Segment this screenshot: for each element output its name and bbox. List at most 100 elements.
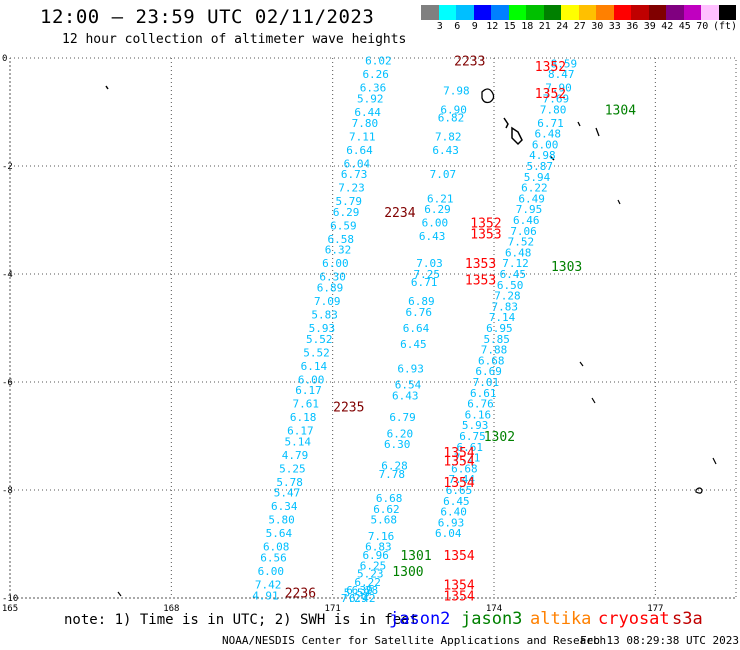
legend-swatch bbox=[543, 5, 561, 20]
swh-value: 6.49 bbox=[518, 192, 545, 205]
swh-value: 5.64 bbox=[266, 527, 293, 540]
swh-value: 6.44 bbox=[354, 106, 381, 119]
x-tick-label: 165 bbox=[2, 604, 18, 614]
swh-value: 6.18 bbox=[290, 411, 317, 424]
legend-tick-label: 3 bbox=[436, 21, 443, 32]
swh-value: 5.79 bbox=[336, 195, 363, 208]
swh-value: 6.65 bbox=[446, 484, 473, 497]
swh-value: 6.61 bbox=[457, 441, 484, 454]
swh-value: 5.14 bbox=[284, 435, 311, 448]
swh-value: 6.62 bbox=[373, 503, 400, 516]
satellite-legend-s3a: s3a bbox=[672, 609, 703, 629]
swh-value: 6.61 bbox=[470, 387, 497, 400]
swh-value: 7.16 bbox=[368, 530, 395, 543]
legend-unit-label: (ft) bbox=[712, 21, 738, 32]
swh-value: 5.83 bbox=[311, 309, 338, 322]
pass-time-label: 2236 bbox=[285, 587, 316, 602]
swh-value: 6.02 bbox=[365, 55, 392, 68]
island-outline bbox=[577, 121, 581, 127]
swh-value: 6.46 bbox=[513, 214, 540, 227]
legend-tick-label: 45 bbox=[678, 21, 691, 32]
x-tick-label: 171 bbox=[325, 604, 341, 614]
swh-value: 6.71 bbox=[537, 117, 564, 130]
y-tick-label: -10 bbox=[2, 594, 18, 604]
legend-tick-label: 24 bbox=[556, 21, 569, 32]
swh-value: 6.96 bbox=[362, 549, 389, 562]
swh-value: 6.20 bbox=[387, 427, 414, 440]
swh-value: 6.40 bbox=[440, 506, 467, 519]
swh-value: 6.04 bbox=[435, 527, 462, 540]
swh-value: 6.28 bbox=[381, 460, 408, 473]
legend-swatch bbox=[666, 5, 684, 20]
legend-tick-label: 42 bbox=[661, 21, 674, 32]
swh-value: 6.76 bbox=[405, 306, 432, 319]
swh-value: 6.25 bbox=[360, 560, 387, 573]
pass-time-label: 1354 bbox=[443, 454, 474, 469]
map-grid bbox=[9, 57, 737, 599]
swh-value: 4.79 bbox=[282, 449, 309, 462]
pass-time-label: 1352 bbox=[535, 87, 566, 102]
credit-line: NOAA/NESDIS Center for Satellite Applica… bbox=[222, 634, 607, 647]
swh-value: 5.80 bbox=[268, 514, 295, 527]
swh-value: 6.58 bbox=[327, 233, 354, 246]
swh-value: 7.29 bbox=[341, 592, 368, 605]
legend-swatch bbox=[596, 5, 614, 20]
footer-note: note: 1) Time is in UTC; 2) SWH is in fe… bbox=[64, 612, 419, 628]
swh-value: 7.12 bbox=[502, 257, 529, 270]
swh-value: 6.95 bbox=[486, 322, 513, 335]
swh-value: 7.83 bbox=[492, 300, 519, 313]
pass-time-label: 1354 bbox=[443, 549, 474, 564]
legend-tick-label: 6 bbox=[454, 21, 461, 32]
color-legend-labels: 3 6 9 12 15 18 21 24 27 30 33 36 39 42 45 70 (ft) bbox=[421, 21, 738, 35]
legend-swatch bbox=[526, 5, 544, 20]
pass-time-label: 1353 bbox=[465, 257, 496, 272]
island-outline bbox=[105, 85, 109, 90]
swh-value: 5.52 bbox=[303, 346, 330, 359]
swh-value: 5.87 bbox=[526, 160, 553, 173]
island-outline bbox=[511, 126, 523, 146]
island-outline bbox=[595, 127, 600, 137]
swh-value: 6.00 bbox=[532, 138, 559, 151]
swh-value: 4.98 bbox=[529, 149, 556, 162]
swh-value: 6.64 bbox=[346, 144, 373, 157]
legend-swatch bbox=[613, 5, 631, 20]
swh-value: 6.76 bbox=[467, 398, 494, 411]
legend-swatch bbox=[508, 5, 526, 20]
swh-value: 7.23 bbox=[338, 182, 365, 195]
swh-value: 6.04 bbox=[344, 157, 371, 170]
swh-value: 6.22 bbox=[521, 182, 548, 195]
swh-value: 7.09 bbox=[314, 295, 341, 308]
legend-swatch bbox=[456, 5, 474, 20]
swh-value: 6.89 bbox=[317, 282, 344, 295]
y-tick-label: -4 bbox=[2, 270, 13, 280]
legend-tick-label: 21 bbox=[538, 21, 551, 32]
swh-value: 5.93 bbox=[462, 419, 489, 432]
swh-value: 6.22 bbox=[354, 576, 381, 589]
swh-value: 6.30 bbox=[319, 271, 346, 284]
legend-swatch bbox=[631, 5, 649, 20]
swh-value: 6.68 bbox=[376, 492, 403, 505]
swh-value: 7.98 bbox=[443, 84, 470, 97]
y-tick-label: 0 bbox=[2, 54, 7, 64]
pass-time-label: 1353 bbox=[465, 273, 496, 288]
swh-value: 6.34 bbox=[271, 500, 298, 513]
swh-value: 6.28 bbox=[352, 584, 379, 597]
generation-timestamp: Feb 13 08:29:38 UTC 2023 bbox=[580, 634, 739, 647]
swh-value: 6.73 bbox=[341, 168, 368, 181]
satellite-legend-cryosat: cryosat bbox=[598, 609, 670, 629]
swh-values: 6.026.266.365.926.447.807.116.646.046.73… bbox=[252, 55, 577, 605]
x-tick-label: 168 bbox=[163, 604, 179, 614]
pass-time-labels: 2233 135213521304223413521353135313531303… bbox=[285, 55, 636, 605]
pass-time-label: 1353 bbox=[470, 228, 501, 243]
swh-value: 8.47 bbox=[548, 68, 575, 81]
swh-value: 6.68 bbox=[478, 354, 505, 367]
pass-time-label: 1301 bbox=[400, 549, 431, 564]
island-outline bbox=[591, 397, 596, 404]
swh-value: 6.45 bbox=[400, 338, 427, 351]
swh-value: 6.54 bbox=[395, 379, 422, 392]
pass-time-label: 2234 bbox=[384, 206, 415, 221]
island-outline bbox=[481, 88, 495, 104]
island-outline bbox=[617, 199, 621, 205]
pass-time-label: 1354 bbox=[443, 476, 474, 491]
swh-value: 7.03 bbox=[416, 257, 443, 270]
